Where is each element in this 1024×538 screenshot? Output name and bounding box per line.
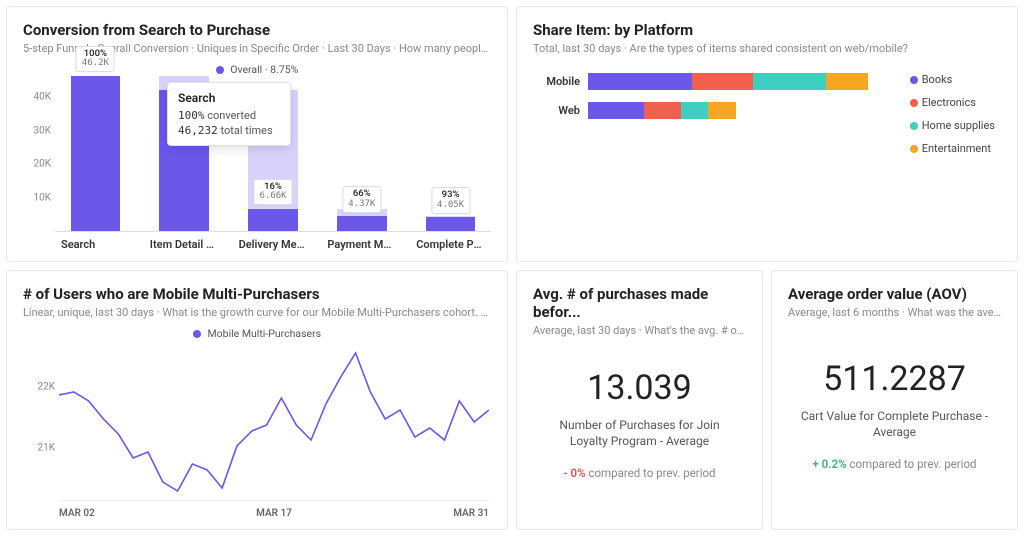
line-xlabel: MAR 31 xyxy=(453,508,489,519)
kpi1-change: - 0% compared to prev. period xyxy=(563,466,715,480)
line-card[interactable]: # of Users who are Mobile Multi-Purchase… xyxy=(6,270,508,530)
kpi1-value: 13.039 xyxy=(587,368,692,408)
line-chart[interactable]: 21K22K MAR 02 MAR 17 MAR 31 xyxy=(23,344,491,519)
kpi1-subtitle: Average, last 30 days · What's the avg. … xyxy=(533,324,746,337)
kpi2-title: Average order value (AOV) xyxy=(788,285,1001,303)
legend-dot-icon xyxy=(910,76,918,84)
line-xlabel: MAR 17 xyxy=(256,508,292,519)
legend-item[interactable]: Books xyxy=(910,73,995,86)
funnel-tooltip: Search 100% converted 46,232 total times xyxy=(167,82,291,146)
share-legend: Books Electronics Home supplies Entertainme… xyxy=(910,73,995,165)
kpi-card-aov[interactable]: Average order value (AOV) Average, last … xyxy=(771,270,1018,530)
kpi2-subtitle: Average, last 6 months · What was the av… xyxy=(788,306,1001,319)
bar-badge: 66%4.37K xyxy=(342,186,381,212)
share-segment[interactable] xyxy=(826,73,868,90)
kpi1-desc: Number of Purchases for Join Loyalty Pro… xyxy=(540,418,740,449)
kpi2-desc: Cart Value for Complete Purchase - Avera… xyxy=(795,409,995,440)
share-segment[interactable] xyxy=(588,102,644,119)
funnel-yaxis: 10K20K30K40K xyxy=(23,76,55,232)
share-row[interactable]: Web xyxy=(533,102,892,119)
share-subtitle: Total, last 30 days · Are the types of i… xyxy=(533,42,1001,55)
share-row-label: Web xyxy=(533,104,588,117)
share-card[interactable]: Share Item: by Platform Total, last 30 d… xyxy=(516,6,1018,262)
legend-item[interactable]: Home supplies xyxy=(910,119,995,132)
legend-dot-icon xyxy=(216,66,224,74)
funnel-xlabel: Payment Met... xyxy=(327,238,396,251)
line-xlabels: MAR 02 MAR 17 MAR 31 xyxy=(59,508,489,519)
legend-item[interactable]: Entertainment xyxy=(910,142,995,155)
funnel-xlabels: Search Item Detail P... Delivery Met... Pay… xyxy=(23,232,491,251)
share-segment[interactable] xyxy=(644,102,681,119)
share-segment[interactable] xyxy=(681,102,708,119)
bar-badge: 93%4.05K xyxy=(431,187,470,213)
line-legend: Mobile Multi-Purchasers xyxy=(23,327,491,340)
share-segment[interactable] xyxy=(692,73,754,90)
funnel-chart[interactable]: 10K20K30K40K 100%46.2K 16%6.66K 66%4.37K 93… xyxy=(23,76,491,232)
share-row[interactable]: Mobile xyxy=(533,73,892,90)
funnel-bar[interactable]: 93%4.05K xyxy=(416,76,485,231)
legend-dot-icon xyxy=(193,330,201,338)
kpi-pair: Avg. # of purchases made befor... Averag… xyxy=(516,270,1018,530)
funnel-xlabel: Item Detail P... xyxy=(150,238,219,251)
kpi1-title: Avg. # of purchases made befor... xyxy=(533,285,746,321)
line-legend-label: Mobile Multi-Purchasers xyxy=(208,327,322,340)
legend-dot-icon xyxy=(910,99,918,107)
share-segment[interactable] xyxy=(588,73,692,90)
funnel-xlabel: Delivery Met... xyxy=(239,238,308,251)
funnel-title: Conversion from Search to Purchase xyxy=(23,21,491,39)
line-xlabel: MAR 02 xyxy=(59,508,95,519)
line-subtitle: Linear, unique, last 30 days · What is t… xyxy=(23,306,491,319)
funnel-xlabel: Search xyxy=(61,238,130,251)
funnel-xlabel: Complete Pu... xyxy=(416,238,485,251)
line-title: # of Users who are Mobile Multi-Purchase… xyxy=(23,285,491,303)
legend-item[interactable]: Electronics xyxy=(910,96,995,109)
tooltip-title: Search xyxy=(178,91,280,105)
share-segment[interactable] xyxy=(753,73,826,90)
bar-badge: 16%6.66K xyxy=(253,179,292,205)
funnel-legend-label: Overall · 8.75% xyxy=(230,63,298,76)
line-plot xyxy=(59,344,489,501)
share-segment[interactable] xyxy=(708,102,736,119)
share-row-label: Mobile xyxy=(533,75,588,88)
funnel-plot: 100%46.2K 16%6.66K 66%4.37K 93%4.05K Search… xyxy=(55,76,491,232)
funnel-card[interactable]: Conversion from Search to Purchase 5-ste… xyxy=(6,6,508,262)
funnel-bar[interactable]: 100%46.2K xyxy=(61,76,130,231)
line-yaxis: 21K22K xyxy=(23,344,59,501)
funnel-bar[interactable]: 66%4.37K xyxy=(327,76,396,231)
kpi2-change: + 0.2% compared to prev. period xyxy=(812,457,976,471)
bar-badge: 100%46.2K xyxy=(76,46,115,72)
kpi-card-purchases[interactable]: Avg. # of purchases made befor... Averag… xyxy=(516,270,763,530)
legend-dot-icon xyxy=(910,122,918,130)
share-title: Share Item: by Platform xyxy=(533,21,1001,39)
kpi2-value: 511.2287 xyxy=(823,359,966,399)
share-chart[interactable]: Mobile Web Books Electronics Home supplies E… xyxy=(533,73,1001,165)
dashboard-grid: Conversion from Search to Purchase 5-ste… xyxy=(6,6,1018,532)
legend-dot-icon xyxy=(910,145,918,153)
